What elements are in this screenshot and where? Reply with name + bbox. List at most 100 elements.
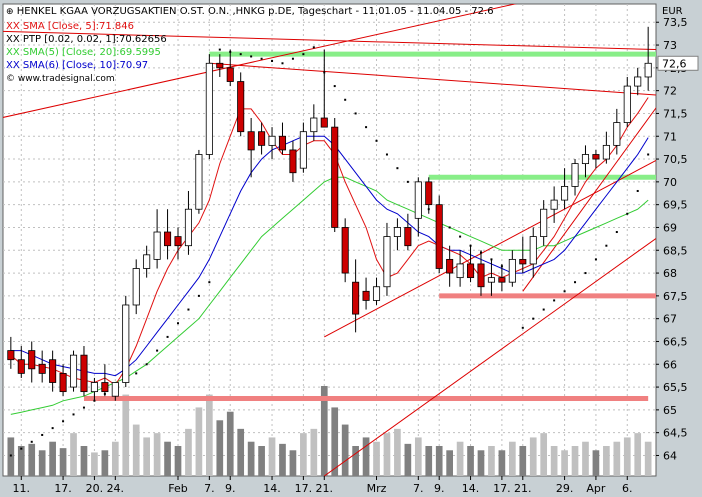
volume-bar-20 xyxy=(216,420,224,476)
ptp-dot-35 xyxy=(375,139,378,142)
last-price-label: 72,6 xyxy=(662,57,687,70)
y-tick-label-19: 73,5 xyxy=(663,16,688,29)
x-tick-label-18: 6. xyxy=(622,482,633,495)
candle-body-31 xyxy=(331,126,339,228)
ptp-dot-42 xyxy=(448,226,451,229)
ptp-dot-7 xyxy=(82,406,85,409)
x-tick-label-13: 14. xyxy=(462,482,480,495)
volume-bar-8 xyxy=(91,452,98,476)
ptp-dot-2 xyxy=(30,440,33,443)
candle-body-11 xyxy=(122,304,130,383)
ptp-dot-34 xyxy=(365,126,368,129)
x-tick-label-3: 24. xyxy=(107,482,125,495)
candle-body-20 xyxy=(216,62,224,69)
volume-bar-28 xyxy=(300,433,307,476)
volume-bar-47 xyxy=(498,450,506,476)
copyright-icon: © xyxy=(6,74,15,84)
x-tick-label-5: 7. xyxy=(204,482,215,495)
x-tick-label-2: 20. xyxy=(86,482,104,495)
candle-body-7 xyxy=(80,354,88,393)
volume-bar-52 xyxy=(550,446,558,476)
candle-body-8 xyxy=(90,382,98,393)
volume-bar-26 xyxy=(279,443,286,476)
legend-sma20: XX SMA(5) [Close, 20]:69.5995 xyxy=(6,47,161,58)
volume-bar-58 xyxy=(613,441,621,476)
volume-bar-30 xyxy=(320,386,328,476)
candle-body-14 xyxy=(153,231,161,260)
candle-body-53 xyxy=(561,186,569,201)
ptp-dot-51 xyxy=(542,308,545,311)
x-tick-label-6: 9. xyxy=(225,482,236,495)
y-tick-label-18: 73 xyxy=(663,39,677,52)
x-tick-label-9: 21. xyxy=(316,482,334,495)
legend-ptp: XX PTP [0.02, 0.02, 1]:70.62656 xyxy=(6,34,167,45)
candle-body-25 xyxy=(268,135,276,146)
y-tick-label-4: 66 xyxy=(663,358,677,371)
ptp-dot-0 xyxy=(9,454,12,457)
x-tick-label-4: Feb xyxy=(168,482,187,495)
ptp-dot-55 xyxy=(584,272,587,275)
sma10-line xyxy=(10,135,649,377)
volume-bar-7 xyxy=(80,446,88,476)
ptp-dot-22 xyxy=(239,53,242,56)
candle-body-40 xyxy=(425,181,433,206)
candle-body-44 xyxy=(467,263,475,279)
chart-title: HENKEL KGAA VORZUGSAKTIEN O.ST. O.N. ,HN… xyxy=(16,6,494,17)
candle-body-57 xyxy=(602,144,610,160)
ptp-dot-50 xyxy=(532,317,535,320)
y-tick-label-7: 67,5 xyxy=(663,290,688,303)
candle-body-4 xyxy=(49,359,57,383)
candle-body-47 xyxy=(498,277,506,283)
candle-body-42 xyxy=(446,258,454,274)
candle-body-34 xyxy=(362,290,370,301)
volume-bar-16 xyxy=(174,446,182,476)
volume-bar-21 xyxy=(226,411,234,476)
volume-bar-46 xyxy=(488,446,495,476)
y-tick-label-11: 69,5 xyxy=(663,199,688,212)
candle-body-21 xyxy=(226,67,234,82)
x-tick-label-0: 11. xyxy=(13,482,31,495)
candle-body-38 xyxy=(404,227,412,247)
legend-sma10: XX SMA(6) [Close, 10]:70.97 xyxy=(6,60,149,71)
candle-body-51 xyxy=(540,208,548,237)
candle-body-9 xyxy=(101,382,109,393)
volume-bar-9 xyxy=(101,450,109,476)
ptp-dot-53 xyxy=(563,290,566,293)
ptp-dot-43 xyxy=(459,235,462,238)
ptp-dot-28 xyxy=(302,53,305,56)
candle-body-17 xyxy=(184,208,192,247)
volume-bar-38 xyxy=(404,443,412,476)
trendline-4 xyxy=(323,237,656,476)
candle-body-24 xyxy=(258,131,266,146)
candle-body-46 xyxy=(487,277,495,283)
volume-bar-13 xyxy=(143,437,151,476)
currency-label: EUR xyxy=(662,6,683,17)
trendline-2 xyxy=(209,62,656,96)
volume-bar-5 xyxy=(59,448,67,476)
ptp-dot-27 xyxy=(291,57,294,60)
x-tick-label-8: 17. xyxy=(295,482,313,495)
y-tick-label-8: 68 xyxy=(663,267,677,280)
y-tick-label-2: 65 xyxy=(663,404,677,417)
ptp-dot-36 xyxy=(385,153,388,156)
last-price-box xyxy=(657,55,699,71)
candle-body-54 xyxy=(571,163,579,187)
volume-bar-31 xyxy=(331,407,339,476)
candle-body-28 xyxy=(299,131,307,169)
trendline-0 xyxy=(3,4,517,118)
volume-bar-23 xyxy=(247,441,255,476)
candle-body-22 xyxy=(237,81,245,133)
volume-bar-51 xyxy=(540,433,548,476)
candle-body-49 xyxy=(519,258,527,265)
volume-bar-17 xyxy=(185,428,192,476)
ptp-dot-38 xyxy=(406,180,409,183)
ptp-dot-13 xyxy=(145,363,148,366)
volume-bar-49 xyxy=(519,446,527,476)
volume-bar-6 xyxy=(70,433,77,476)
volume-bar-29 xyxy=(310,428,318,476)
candle-body-26 xyxy=(278,135,287,151)
ptp-dot-19 xyxy=(208,281,211,284)
candle-body-60 xyxy=(634,76,642,87)
y-tick-label-6: 67 xyxy=(663,313,677,326)
